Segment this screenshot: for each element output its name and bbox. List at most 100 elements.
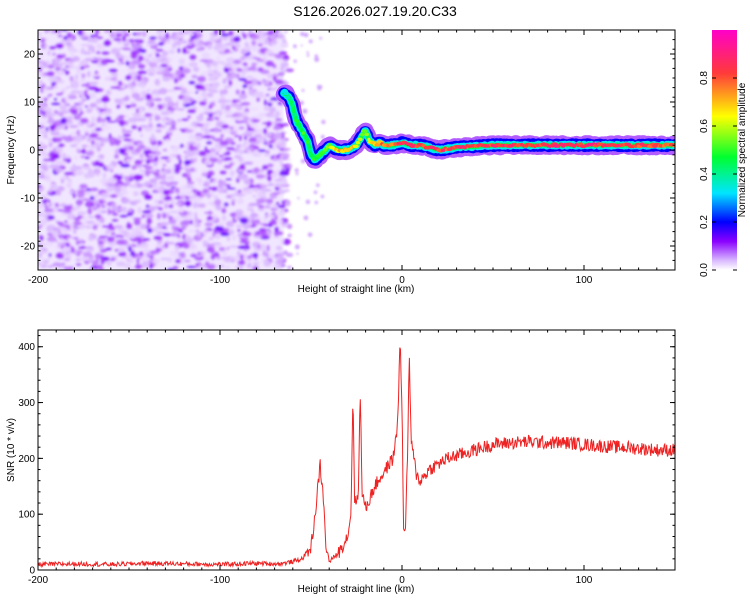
noise-speck bbox=[156, 222, 162, 227]
noise-speck bbox=[125, 60, 130, 66]
noise-speck bbox=[244, 136, 248, 140]
noise-speck bbox=[155, 169, 161, 173]
noise-speck bbox=[133, 39, 140, 42]
noise-speck bbox=[60, 110, 70, 114]
noise-speck bbox=[274, 214, 278, 221]
noise-speck bbox=[207, 201, 215, 205]
ridge-core-point bbox=[361, 129, 368, 133]
noise-speck bbox=[254, 134, 260, 138]
noise-speck bbox=[223, 152, 228, 156]
noise-speck bbox=[38, 71, 44, 78]
noise-speck bbox=[176, 31, 186, 35]
noise-speck bbox=[200, 71, 209, 78]
noise-speck bbox=[52, 227, 62, 232]
noise-speck bbox=[256, 198, 266, 204]
ridge-core-point bbox=[374, 143, 381, 147]
noise-speck bbox=[263, 223, 269, 227]
noise-speck bbox=[176, 192, 186, 196]
noise-speck bbox=[222, 78, 227, 85]
noise-speck bbox=[306, 51, 309, 54]
noise-speck bbox=[158, 207, 164, 211]
noise-speck bbox=[145, 204, 150, 208]
ridge-core-point bbox=[305, 140, 311, 144]
noise-speck bbox=[147, 228, 153, 234]
noise-speck bbox=[108, 68, 118, 73]
ridge-core-point bbox=[290, 103, 295, 107]
noise-speck bbox=[161, 50, 169, 57]
noise-speck bbox=[51, 232, 59, 237]
noise-speck bbox=[179, 220, 190, 228]
noise-speck bbox=[286, 147, 291, 152]
noise-speck bbox=[113, 37, 122, 42]
noise-speck bbox=[75, 239, 80, 246]
noise-speck bbox=[238, 157, 244, 163]
noise-speck bbox=[216, 60, 226, 65]
noise-speck bbox=[168, 204, 174, 209]
noise-speck bbox=[238, 126, 245, 130]
noise-speck bbox=[143, 194, 153, 201]
noise-speck bbox=[179, 128, 187, 131]
noise-speck bbox=[129, 266, 135, 270]
noise-speck bbox=[162, 173, 166, 181]
noise-speck bbox=[104, 136, 109, 143]
noise-speck bbox=[39, 247, 49, 254]
noise-speck bbox=[157, 140, 162, 146]
noise-speck bbox=[215, 256, 221, 260]
noise-speck bbox=[131, 238, 139, 242]
noise-speck bbox=[109, 194, 118, 199]
noise-speck bbox=[52, 137, 63, 143]
noise-speck bbox=[125, 158, 132, 163]
noise-speck bbox=[159, 158, 167, 164]
spectrogram-noise-layer bbox=[38, 30, 326, 270]
noise-speck bbox=[148, 115, 153, 121]
noise-speck bbox=[162, 245, 166, 249]
noise-speck bbox=[206, 64, 212, 68]
noise-speck bbox=[154, 199, 159, 205]
noise-speck bbox=[232, 235, 236, 241]
noise-speck bbox=[98, 235, 109, 238]
noise-speck bbox=[284, 30, 288, 34]
noise-speck bbox=[239, 150, 244, 155]
noise-speck bbox=[228, 80, 233, 86]
noise-speck bbox=[213, 30, 219, 36]
noise-speck bbox=[131, 165, 137, 170]
noise-speck bbox=[164, 203, 169, 210]
noise-speck bbox=[65, 246, 71, 251]
figure-title: S126.2026.027.19.20.C33 bbox=[293, 3, 457, 19]
noise-speck bbox=[236, 169, 246, 173]
noise-speck bbox=[225, 146, 235, 151]
noise-speck bbox=[202, 135, 213, 139]
noise-speck bbox=[235, 89, 240, 95]
noise-speck bbox=[86, 37, 95, 43]
noise-speck bbox=[119, 214, 128, 218]
noise-speck bbox=[147, 123, 154, 128]
noise-speck bbox=[186, 30, 190, 33]
noise-speck bbox=[89, 58, 97, 61]
ridge-core-point bbox=[299, 128, 303, 133]
noise-speck bbox=[157, 41, 165, 46]
noise-speck bbox=[188, 97, 195, 103]
noise-speck bbox=[202, 97, 208, 103]
noise-speck bbox=[259, 69, 270, 75]
noise-speck bbox=[171, 181, 178, 188]
noise-speck bbox=[76, 211, 84, 217]
noise-speck bbox=[251, 62, 258, 66]
noise-speck bbox=[121, 127, 126, 135]
noise-speck bbox=[243, 80, 253, 85]
noise-speck bbox=[166, 107, 176, 112]
snr-y-label: SNR (10 * v/v) bbox=[6, 418, 17, 482]
noise-speck bbox=[133, 219, 141, 226]
noise-speck bbox=[186, 141, 197, 146]
noise-speck bbox=[203, 229, 211, 233]
noise-speck bbox=[166, 57, 173, 62]
noise-speck bbox=[68, 63, 72, 68]
noise-speck bbox=[111, 47, 121, 54]
noise-speck bbox=[117, 246, 126, 253]
noise-speck bbox=[240, 254, 244, 261]
noise-speck bbox=[164, 138, 171, 143]
noise-speck bbox=[181, 251, 186, 258]
noise-speck bbox=[44, 30, 50, 33]
noise-speck bbox=[140, 242, 149, 249]
noise-speck bbox=[178, 159, 182, 165]
noise-speck bbox=[100, 60, 109, 66]
